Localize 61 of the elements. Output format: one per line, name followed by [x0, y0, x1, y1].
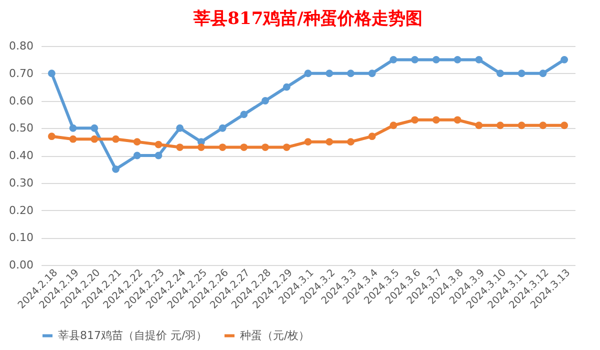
point [432, 56, 440, 64]
point [176, 124, 184, 132]
point [326, 70, 334, 78]
point [518, 70, 526, 78]
point [347, 138, 354, 146]
point [282, 144, 290, 151]
y-tick-label: 0.10 [9, 231, 34, 244]
legend-label: 种蛋（元/枚） [240, 328, 310, 342]
point [48, 70, 56, 78]
point [390, 56, 398, 64]
point [240, 110, 248, 118]
point [133, 138, 141, 146]
point [69, 135, 77, 143]
y-tick-label: 0.30 [9, 176, 34, 190]
point [282, 83, 290, 91]
y-tick-label: 0.60 [9, 94, 34, 108]
point [69, 124, 77, 132]
point [304, 70, 312, 78]
point [112, 165, 120, 173]
point [454, 56, 462, 64]
point [90, 135, 98, 143]
point [197, 144, 205, 151]
point [133, 152, 141, 160]
y-tick-label: 0.50 [9, 122, 34, 135]
point [368, 70, 376, 78]
point [154, 140, 162, 148]
point [539, 70, 547, 78]
point [262, 144, 269, 151]
point [218, 124, 226, 132]
point [112, 135, 120, 143]
point [454, 116, 462, 124]
chart-title: 莘县817鸡苗/种蛋价格走势图 [192, 9, 422, 29]
point [347, 70, 354, 78]
point [262, 97, 269, 104]
point [475, 56, 483, 64]
point [240, 144, 248, 151]
point [496, 70, 504, 78]
y-tick-label: 0.80 [9, 40, 34, 52]
y-tick-label: 0.20 [9, 204, 34, 217]
y-tick-label: 0.00 [9, 258, 34, 272]
point [411, 56, 419, 64]
point [560, 56, 568, 64]
point [518, 122, 526, 130]
point [560, 122, 568, 130]
point [176, 144, 184, 151]
point [539, 122, 547, 130]
point [218, 144, 226, 151]
point [432, 116, 440, 124]
point [368, 132, 376, 140]
point [390, 122, 398, 130]
point [411, 116, 419, 124]
point [475, 122, 483, 130]
point [154, 152, 162, 160]
point [48, 132, 56, 140]
point [496, 122, 504, 130]
legend-label: 莘县817鸡苗（自提价 元/羽） [58, 328, 208, 342]
point [326, 138, 334, 146]
y-tick-label: 0.40 [9, 149, 34, 162]
point [304, 138, 312, 146]
point [90, 124, 98, 132]
y-tick-label: 0.70 [9, 66, 34, 80]
